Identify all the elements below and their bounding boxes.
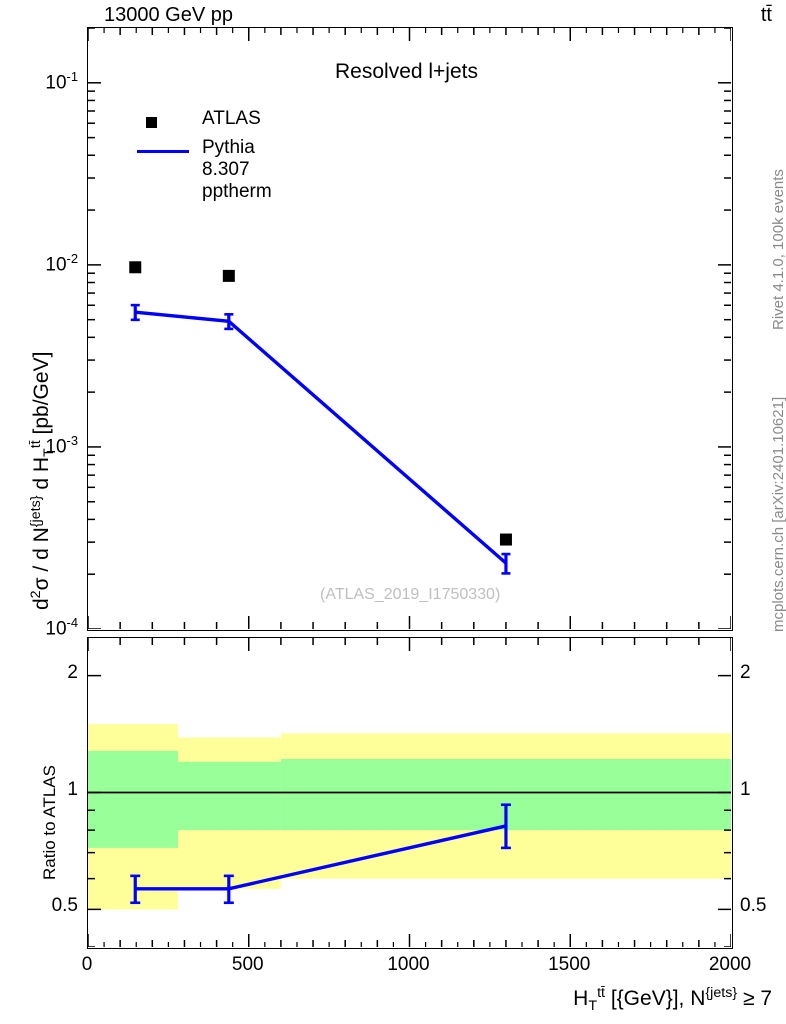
ratio-y-tick-label-right: 0.5 [740, 895, 767, 917]
beam-energy-label: 13000 GeV pp [104, 4, 233, 26]
legend-marker-square-icon [146, 117, 157, 128]
main-y-tick-label: 10-1 [45, 68, 78, 94]
mcplots-source-annotation: mcplots.cern.ch [arXiv:2401.10621] [770, 396, 786, 632]
ratio-plot-canvas [88, 638, 732, 948]
main-plot-canvas [88, 28, 732, 630]
ratio-y-tick-label-left: 0.5 [51, 895, 78, 917]
plot-title: Resolved l+jets [335, 60, 478, 83]
ratio-plot-panel [87, 637, 733, 949]
main-y-axis-label: d2σ / d N{jets} d HTtt̄ [pb/GeV] [28, 351, 58, 610]
process-label: tt̄ [760, 4, 772, 26]
main-y-tick-label: 10-3 [45, 432, 78, 458]
legend-label-mc: Pythia 8.307 pptherm [202, 137, 272, 202]
x-tick-label: 500 [231, 954, 264, 975]
rivet-version-annotation: Rivet 4.1.0, 100k events [770, 169, 786, 330]
ratio-y-tick-label-right: 2 [740, 661, 751, 683]
x-tick-label: 2000 [708, 954, 752, 975]
x-tick-label: 0 [81, 954, 93, 975]
analysis-id-watermark: (ATLAS_2019_I1750330) [320, 586, 501, 603]
x-tick-label: 1500 [548, 954, 591, 975]
x-axis-label: HTtt̄ [{GeV}], N{jets} ≥ 7 [573, 985, 772, 1015]
x-tick-label: 1000 [387, 954, 430, 975]
main-y-tick-label: 10-2 [45, 250, 78, 276]
legend-label-data: ATLAS [202, 108, 261, 129]
ratio-y-tick-label-right: 1 [740, 778, 751, 800]
legend-marker-line-icon [137, 150, 189, 154]
ratio-y-tick-label-left: 1 [67, 778, 78, 800]
ratio-y-tick-label-left: 2 [67, 661, 78, 683]
main-y-tick-label: 10-4 [45, 615, 78, 640]
main-plot-panel [87, 27, 733, 631]
